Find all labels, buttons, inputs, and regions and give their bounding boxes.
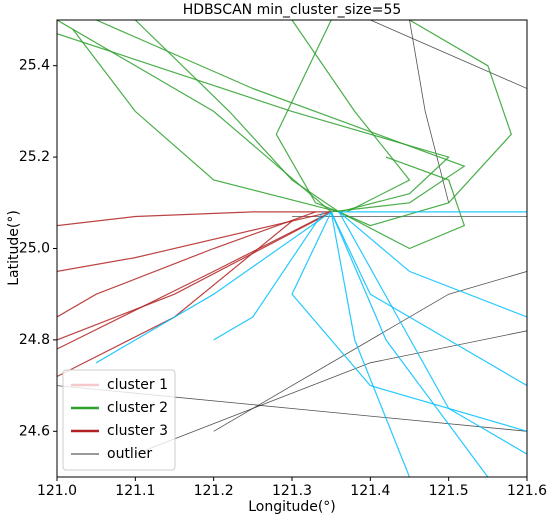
legend-label: outlier xyxy=(107,446,152,462)
chart-title: HDBSCAN min_cluster_size=55 xyxy=(183,2,402,18)
trajectory xyxy=(213,271,527,432)
trajectory xyxy=(57,211,332,272)
trajectory xyxy=(338,156,466,250)
y-tick-label: 24.8 xyxy=(19,332,50,348)
trajectory xyxy=(330,211,489,477)
trajectory xyxy=(213,211,324,341)
legend-label: cluster 3 xyxy=(107,423,168,439)
x-tick-label: 121.2 xyxy=(194,483,234,499)
y-tick-label: 25.2 xyxy=(19,149,50,165)
x-tick-label: 121.6 xyxy=(507,483,547,499)
x-tick-label: 121.4 xyxy=(350,483,390,499)
trajectory xyxy=(57,211,332,350)
trajectory xyxy=(338,211,527,455)
trajectory xyxy=(72,28,340,213)
trajectory xyxy=(370,20,527,89)
x-tick-label: 121.3 xyxy=(272,483,312,499)
y-tick-label: 25.0 xyxy=(19,241,50,257)
trajectory xyxy=(57,215,324,341)
trajectory xyxy=(338,211,527,318)
x-tick-label: 121.5 xyxy=(429,483,469,499)
trajectory xyxy=(338,20,512,227)
trajectory xyxy=(409,20,450,203)
trajectory xyxy=(95,20,466,213)
y-tick-label: 25.4 xyxy=(19,58,50,74)
y-tick-label: 24.6 xyxy=(19,423,50,439)
plot-lines xyxy=(57,20,527,477)
trajectory xyxy=(330,211,411,477)
trajectory xyxy=(95,211,332,364)
x-tick-label: 121.0 xyxy=(37,483,77,499)
x-axis-label: Longitude(°) xyxy=(248,499,336,515)
trajectory xyxy=(134,20,340,213)
legend-label: cluster 1 xyxy=(107,377,168,393)
x-tick-label: 121.1 xyxy=(115,483,155,499)
y-axis-label: Latitude(°) xyxy=(6,210,22,286)
trajectory xyxy=(57,220,293,378)
trajectory xyxy=(57,33,450,213)
trajectory xyxy=(57,20,332,213)
trajectory xyxy=(135,330,527,455)
trajectory xyxy=(291,20,411,213)
trajectory xyxy=(330,211,527,387)
trajectory xyxy=(57,211,332,227)
trajectory xyxy=(275,20,340,213)
legend-label: cluster 2 xyxy=(107,400,168,416)
trajectory xyxy=(291,211,527,432)
trajectory xyxy=(57,211,316,318)
legend-box xyxy=(62,369,176,471)
